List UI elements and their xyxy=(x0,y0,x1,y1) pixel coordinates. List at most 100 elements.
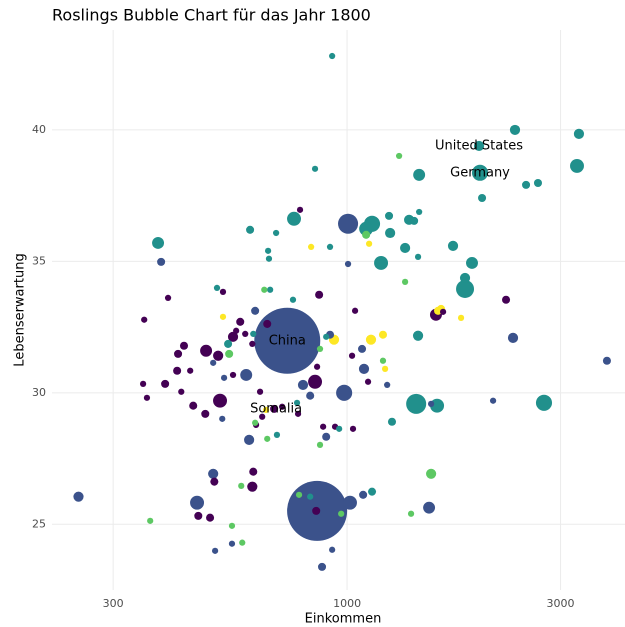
bubble xyxy=(385,211,394,220)
x-tick-label: 1000 xyxy=(333,597,361,610)
bubble xyxy=(208,468,219,479)
y-tick-label: 25 xyxy=(32,517,46,530)
bubble xyxy=(225,349,234,358)
bubble xyxy=(200,344,213,357)
bubble xyxy=(413,168,426,181)
bubble xyxy=(602,356,611,365)
bubble xyxy=(313,363,321,370)
bubble xyxy=(164,294,172,302)
bubble xyxy=(307,493,314,500)
bubble xyxy=(295,491,303,498)
bubble xyxy=(228,540,236,547)
bubble xyxy=(239,539,246,546)
bubble xyxy=(416,208,423,216)
bubble xyxy=(157,257,166,266)
bubble xyxy=(227,331,239,342)
bubble xyxy=(407,510,415,517)
bubble xyxy=(141,316,148,323)
bubble xyxy=(374,255,389,270)
bubble xyxy=(570,158,584,173)
bubble xyxy=(573,128,585,139)
bubble xyxy=(244,434,255,445)
bubble xyxy=(359,490,368,499)
bubble xyxy=(219,415,226,422)
bubble xyxy=(348,352,356,359)
x-tick-label: 3000 xyxy=(547,597,575,610)
bubble xyxy=(179,341,189,350)
y-tick-label: 35 xyxy=(32,254,46,267)
bubble xyxy=(252,419,259,426)
bubble xyxy=(307,243,315,251)
bubble xyxy=(189,401,198,410)
x-tick-label: 300 xyxy=(103,597,124,610)
bubble xyxy=(236,317,245,326)
bubble xyxy=(147,517,154,524)
bubble xyxy=(251,306,260,315)
bubble xyxy=(264,247,272,254)
bubble xyxy=(351,307,359,314)
y-tick-label: 30 xyxy=(32,386,46,399)
bubble xyxy=(213,284,221,292)
bubble xyxy=(289,296,297,303)
bubble xyxy=(338,510,345,517)
bubble xyxy=(387,417,397,426)
bubble xyxy=(478,193,487,203)
bubble xyxy=(250,330,257,338)
bubble xyxy=(316,441,324,448)
bubble xyxy=(190,495,205,510)
grid xyxy=(52,30,625,590)
bubble xyxy=(466,256,478,269)
bubble xyxy=(264,435,271,442)
bubble xyxy=(229,371,237,379)
bubble xyxy=(206,513,215,522)
bubble xyxy=(262,406,270,414)
bubble xyxy=(401,278,409,285)
bubble xyxy=(358,344,367,353)
bubble xyxy=(329,52,336,60)
bubble xyxy=(210,477,219,486)
bubble xyxy=(359,221,374,236)
bubble xyxy=(329,546,336,553)
bubble xyxy=(457,314,465,322)
bubble xyxy=(306,391,315,400)
bubble xyxy=(533,178,543,188)
chart-title: Roslings Bubble Chart für das Jahr 1800 xyxy=(52,6,371,25)
bubble xyxy=(279,403,286,410)
y-axis-label: Lebenserwartung xyxy=(13,253,28,366)
bubble xyxy=(315,290,324,299)
bubble xyxy=(423,501,436,514)
bubble xyxy=(240,368,253,381)
bubble xyxy=(381,365,389,373)
annotation: Somalia xyxy=(250,401,302,416)
bubble xyxy=(294,410,302,417)
bubble xyxy=(265,255,273,262)
bubble xyxy=(249,467,258,476)
bubble xyxy=(256,388,264,395)
bubble xyxy=(509,124,521,135)
bubble xyxy=(338,213,359,234)
bubble xyxy=(233,327,240,334)
bubble xyxy=(187,367,194,374)
bubble xyxy=(362,230,371,239)
bubble xyxy=(249,340,256,348)
bubble xyxy=(311,165,319,172)
bubble xyxy=(365,334,377,345)
bubble xyxy=(379,357,387,364)
bubble xyxy=(213,350,224,361)
y-tick-label: 40 xyxy=(32,123,46,136)
bubble xyxy=(439,308,447,315)
bubble xyxy=(263,319,272,328)
bubble xyxy=(473,140,485,152)
bubble xyxy=(270,404,279,413)
bubble xyxy=(174,349,183,358)
bubble xyxy=(293,399,301,406)
bubble xyxy=(139,380,147,387)
bubble xyxy=(336,384,353,401)
bubble xyxy=(406,393,427,414)
bubble xyxy=(308,374,323,389)
bubble xyxy=(143,394,151,401)
bubble xyxy=(343,495,357,510)
bubble xyxy=(378,330,388,339)
bubble xyxy=(535,394,553,411)
